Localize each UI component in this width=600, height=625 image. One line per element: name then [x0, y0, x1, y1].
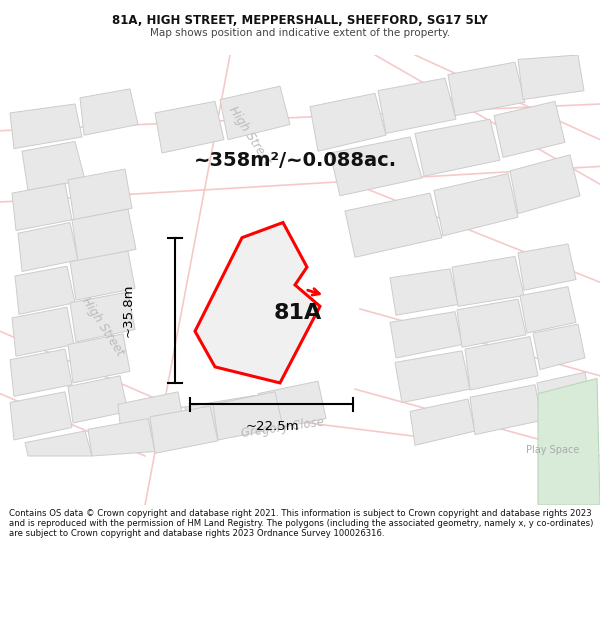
Polygon shape: [68, 334, 130, 383]
Polygon shape: [118, 392, 185, 442]
Polygon shape: [390, 269, 458, 315]
Polygon shape: [10, 349, 72, 396]
Polygon shape: [452, 256, 524, 306]
Polygon shape: [518, 244, 576, 290]
Polygon shape: [150, 406, 218, 453]
Text: 81A, HIGH STREET, MEPPERSHALL, SHEFFORD, SG17 5LY: 81A, HIGH STREET, MEPPERSHALL, SHEFFORD,…: [112, 14, 488, 27]
Text: High Street: High Street: [226, 104, 274, 167]
Polygon shape: [395, 351, 470, 403]
Polygon shape: [538, 379, 600, 505]
Polygon shape: [22, 141, 85, 191]
Text: ~358m²/~0.088ac.: ~358m²/~0.088ac.: [193, 151, 397, 169]
Polygon shape: [10, 392, 72, 440]
Polygon shape: [520, 287, 576, 333]
Polygon shape: [448, 62, 525, 116]
Polygon shape: [390, 312, 462, 358]
Polygon shape: [510, 155, 580, 214]
Polygon shape: [213, 392, 283, 440]
Polygon shape: [88, 419, 155, 456]
Polygon shape: [220, 86, 290, 139]
Text: ~22.5m: ~22.5m: [245, 421, 299, 433]
Polygon shape: [537, 372, 591, 419]
Polygon shape: [10, 104, 82, 149]
Polygon shape: [15, 266, 75, 314]
Polygon shape: [80, 89, 138, 135]
Polygon shape: [415, 119, 500, 176]
Polygon shape: [68, 376, 128, 423]
Polygon shape: [185, 396, 262, 444]
Polygon shape: [12, 183, 72, 231]
Polygon shape: [258, 381, 326, 431]
Text: Contains OS data © Crown copyright and database right 2021. This information is : Contains OS data © Crown copyright and d…: [9, 509, 593, 538]
Polygon shape: [70, 292, 135, 342]
Polygon shape: [457, 299, 526, 348]
Polygon shape: [72, 209, 136, 262]
Text: 81A: 81A: [274, 303, 322, 323]
Polygon shape: [68, 169, 132, 220]
Polygon shape: [310, 93, 386, 151]
Polygon shape: [410, 399, 475, 445]
Polygon shape: [18, 222, 78, 271]
Polygon shape: [533, 324, 585, 369]
Polygon shape: [345, 193, 442, 258]
Polygon shape: [12, 307, 74, 356]
Text: ~35.8m: ~35.8m: [121, 284, 134, 338]
Text: High Street: High Street: [79, 295, 127, 358]
Polygon shape: [470, 385, 542, 434]
Polygon shape: [434, 174, 518, 236]
Polygon shape: [155, 101, 224, 153]
Polygon shape: [378, 78, 456, 133]
Polygon shape: [195, 222, 320, 383]
Polygon shape: [465, 337, 538, 390]
Polygon shape: [330, 137, 422, 196]
Polygon shape: [494, 101, 565, 158]
Polygon shape: [518, 55, 584, 99]
Text: Play Space: Play Space: [526, 445, 580, 455]
Text: Map shows position and indicative extent of the property.: Map shows position and indicative extent…: [150, 29, 450, 39]
Polygon shape: [70, 251, 135, 300]
Text: Gregory Close: Gregory Close: [241, 415, 325, 440]
Polygon shape: [25, 431, 92, 456]
